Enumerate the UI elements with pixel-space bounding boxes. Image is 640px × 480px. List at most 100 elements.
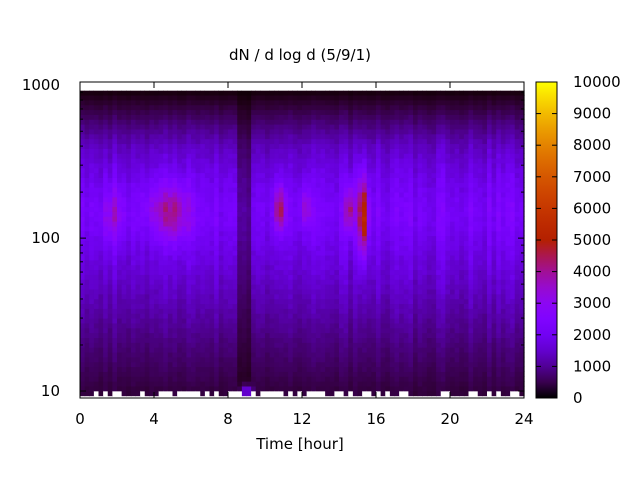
heatmap-cell	[167, 85, 174, 91]
heatmap-cell	[154, 191, 160, 198]
heatmap-cell	[195, 216, 201, 222]
heatmap-cell	[306, 390, 312, 397]
heatmap-cell	[399, 90, 405, 96]
heatmap-cell	[172, 138, 178, 145]
heatmap-cell	[218, 211, 224, 217]
heatmap-cell	[200, 254, 206, 261]
heatmap-cell	[315, 385, 322, 392]
heatmap-cell	[117, 332, 123, 338]
heatmap-cell	[158, 308, 164, 314]
heatmap-cell	[371, 284, 377, 290]
heatmap-cell	[357, 327, 363, 334]
heatmap-cell	[144, 99, 150, 106]
heatmap-cell	[98, 342, 104, 348]
heatmap-cell	[98, 245, 104, 251]
heatmap-cell	[283, 347, 289, 353]
heatmap-cell	[167, 356, 174, 363]
heatmap-cell	[93, 240, 100, 246]
heatmap-cell	[181, 284, 187, 290]
heatmap-cell	[269, 259, 275, 266]
heatmap-cell	[315, 216, 322, 222]
heatmap-cell	[278, 303, 285, 309]
heatmap-cell	[274, 167, 280, 174]
heatmap-cell	[362, 128, 368, 135]
heatmap-cell	[389, 356, 396, 363]
heatmap-cell	[237, 259, 243, 266]
heatmap-cell	[426, 99, 433, 106]
heatmap-cell	[80, 109, 86, 115]
heatmap-cell	[191, 143, 197, 149]
heatmap-cell	[135, 124, 141, 130]
heatmap-cell	[121, 133, 127, 140]
heatmap-cell	[130, 211, 137, 217]
heatmap-cell	[385, 114, 391, 120]
heatmap-cell	[408, 94, 414, 101]
heatmap-cell	[320, 259, 326, 266]
heatmap-cell	[163, 313, 169, 319]
heatmap-cell	[195, 308, 201, 314]
heatmap-cell	[200, 167, 206, 174]
heatmap-cell	[154, 293, 160, 300]
heatmap-cell	[348, 191, 354, 198]
heatmap-cell	[325, 225, 331, 232]
heatmap-cell	[140, 128, 146, 135]
heatmap-cell	[228, 94, 234, 101]
heatmap-cell	[329, 225, 335, 232]
heatmap-cell	[223, 191, 229, 198]
heatmap-cell	[371, 187, 377, 193]
heatmap-cell	[357, 138, 363, 145]
heatmap-cell	[417, 366, 423, 372]
heatmap-cell	[352, 167, 359, 174]
heatmap-cell	[80, 303, 86, 309]
heatmap-cell	[371, 85, 377, 91]
heatmap-cell	[186, 124, 192, 130]
heatmap-cell	[237, 318, 243, 324]
heatmap-cell	[126, 187, 132, 193]
heatmap-cell	[214, 288, 220, 295]
heatmap-cell	[297, 240, 303, 246]
heatmap-cell	[389, 211, 396, 217]
heatmap-cell	[246, 119, 252, 125]
heatmap-cell	[292, 128, 298, 135]
heatmap-cell	[311, 99, 317, 106]
heatmap-cell	[371, 225, 377, 232]
heatmap-cell	[112, 187, 118, 193]
heatmap-cell	[265, 138, 271, 145]
heatmap-cell	[103, 351, 109, 358]
heatmap-cell	[154, 201, 160, 208]
heatmap-cell	[278, 191, 285, 198]
heatmap-cell	[426, 85, 433, 91]
heatmap-cell	[209, 390, 215, 397]
heatmap-cell	[431, 327, 437, 334]
heatmap-cell	[223, 153, 229, 159]
heatmap-cell	[357, 177, 363, 183]
heatmap-cell	[177, 293, 183, 300]
heatmap-cell	[274, 182, 280, 188]
heatmap-cell	[154, 187, 160, 193]
heatmap-cell	[320, 279, 326, 285]
heatmap-cell	[306, 351, 312, 358]
heatmap-cell	[172, 201, 178, 208]
heatmap-cell	[366, 114, 372, 120]
heatmap-cell	[149, 342, 155, 348]
heatmap-cell	[426, 119, 433, 125]
heatmap-cell	[186, 114, 192, 120]
heatmap-cell	[389, 342, 396, 348]
heatmap-cell	[172, 240, 178, 246]
heatmap-cell	[204, 211, 211, 217]
heatmap-cell	[385, 269, 391, 275]
heatmap-cell	[204, 191, 211, 198]
heatmap-cell	[237, 153, 243, 159]
heatmap-cell	[172, 254, 178, 261]
heatmap-cell	[380, 376, 386, 382]
heatmap-cell	[403, 254, 409, 261]
heatmap-cell	[251, 153, 257, 159]
heatmap-cell	[431, 351, 437, 358]
heatmap-cell	[325, 148, 331, 154]
heatmap-cell	[339, 376, 345, 382]
heatmap-cell	[223, 99, 229, 106]
heatmap-cell	[191, 327, 197, 334]
heatmap-cell	[302, 347, 308, 353]
heatmap-cell	[408, 148, 414, 154]
heatmap-cell	[200, 99, 206, 106]
